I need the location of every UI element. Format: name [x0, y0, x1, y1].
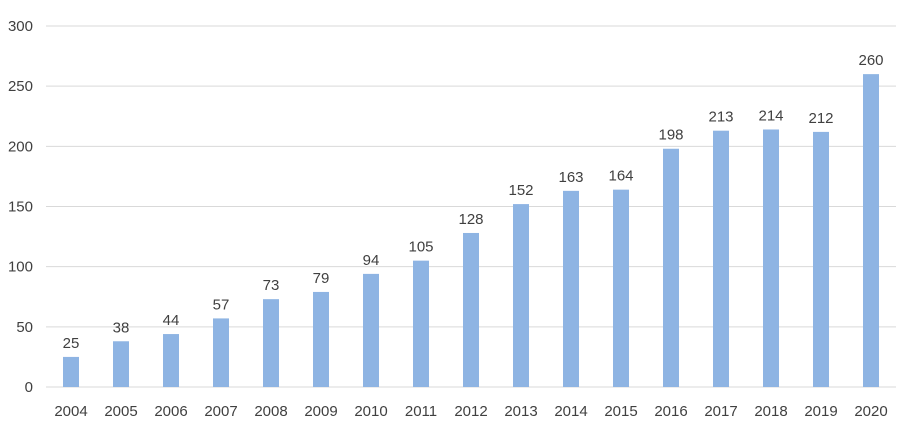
x-tick-label: 2012 [454, 403, 487, 420]
y-tick-label: 100 [8, 259, 33, 276]
data-label: 38 [113, 319, 130, 336]
data-label: 260 [858, 52, 883, 69]
data-label: 163 [558, 169, 583, 186]
x-tick-label: 2016 [654, 403, 687, 420]
y-tick-label: 150 [8, 199, 33, 216]
x-tick-label: 2018 [754, 403, 787, 420]
bar [463, 232, 479, 387]
bar [863, 74, 879, 387]
bar [663, 148, 679, 387]
x-tick-label: 2013 [504, 403, 537, 420]
bar [213, 318, 229, 387]
x-tick-label: 2004 [54, 403, 87, 420]
x-axis-ticks: 2004 2005 2006 2007 2008 2009 2010 2011 2012 2013… [54, 403, 887, 420]
bar [813, 131, 829, 387]
bar [613, 189, 629, 387]
x-tick-label: 2017 [704, 403, 737, 420]
bar [713, 130, 729, 387]
x-tick-label: 2006 [154, 403, 187, 420]
data-label: 152 [508, 182, 533, 199]
data-label: 105 [408, 239, 433, 256]
data-label: 25 [63, 335, 80, 352]
data-label: 57 [213, 296, 230, 313]
x-tick-label: 2019 [804, 403, 837, 420]
x-tick-label: 2010 [354, 403, 387, 420]
data-label: 164 [608, 168, 633, 185]
y-tick-label: 300 [8, 18, 33, 35]
data-label: 73 [263, 277, 280, 294]
x-tick-label: 2020 [854, 403, 887, 420]
bar [513, 204, 529, 387]
bar [163, 334, 179, 387]
bar [413, 260, 429, 387]
x-tick-label: 2015 [604, 403, 637, 420]
data-label: 212 [808, 110, 833, 127]
x-tick-label: 2011 [405, 403, 437, 420]
y-tick-label: 250 [8, 78, 33, 95]
data-labels: 25 38 44 57 73 79 94 105 128 152 163 164 198 213 214 21… [63, 52, 884, 352]
x-tick-label: 2007 [204, 403, 237, 420]
bars [63, 74, 879, 387]
x-tick-label: 2014 [554, 403, 587, 420]
bar [63, 356, 79, 387]
y-tick-label: 0 [25, 379, 33, 396]
y-tick-label: 50 [16, 319, 33, 336]
data-label: 44 [163, 312, 180, 329]
data-label: 94 [363, 252, 380, 269]
data-label: 213 [708, 109, 733, 126]
data-label: 79 [313, 270, 330, 287]
data-label: 214 [758, 107, 783, 124]
x-tick-label: 2005 [104, 403, 137, 420]
y-axis-ticks: 0 50 100 150 200 250 300 [8, 18, 33, 396]
data-label: 128 [458, 211, 483, 228]
bar [313, 291, 329, 387]
bar [363, 273, 379, 387]
y-tick-label: 200 [8, 138, 33, 155]
x-tick-label: 2008 [254, 403, 287, 420]
bar [763, 129, 779, 387]
bar [563, 190, 579, 387]
bar [113, 341, 129, 387]
bar [263, 299, 279, 387]
x-tick-label: 2009 [304, 403, 337, 420]
data-label: 198 [658, 127, 683, 144]
